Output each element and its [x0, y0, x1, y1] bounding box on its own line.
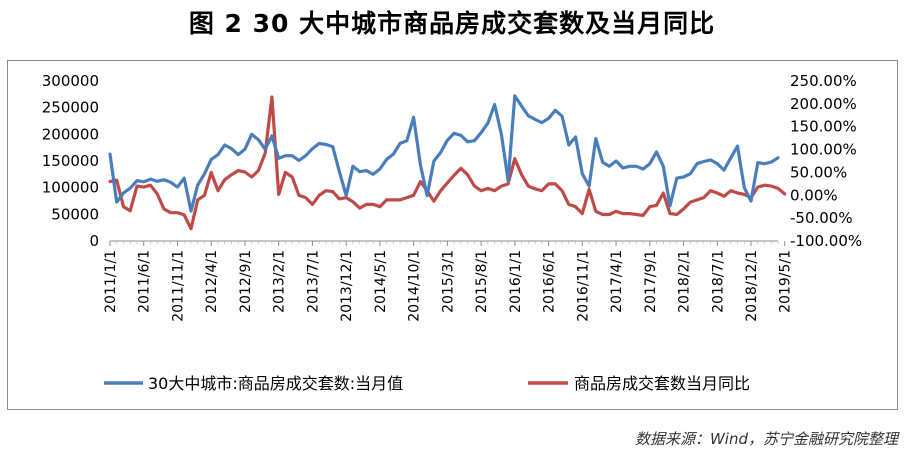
y-left-tick-label: 0 — [89, 232, 99, 250]
chart-frame — [7, 60, 898, 410]
x-tick-label: 2013/7/1 — [305, 250, 321, 313]
source-note: 数据来源：Wind，苏宁金融研究院整理 — [634, 430, 898, 448]
y-left-tick-label: 150000 — [42, 152, 99, 170]
x-tick-label: 2015/3/1 — [440, 250, 456, 313]
x-tick-label: 2017/4/1 — [609, 250, 625, 313]
y-right-tick-label: 100.00% — [790, 141, 857, 159]
y-left-tick-label: 50000 — [51, 205, 99, 223]
x-tick-label: 2013/12/1 — [339, 250, 355, 322]
x-tick-label: 2011/6/1 — [137, 250, 153, 313]
x-tick-label: 2016/6/1 — [542, 250, 558, 313]
x-tick-label: 2018/2/1 — [677, 250, 693, 313]
axes-layer: 300000 250000 200000 150000 100000 50000 0 250.… — [42, 72, 862, 322]
x-tick-label: 2015/8/1 — [474, 250, 490, 313]
x-tick-label: 2017/9/1 — [643, 250, 659, 313]
y-right-tick-label: -50.00% — [790, 209, 853, 227]
series-yoy-line — [108, 95, 787, 231]
x-tick-label: 2019/5/1 — [778, 250, 794, 313]
legend: 30大中城市:商品房成交套数:当月值 商品房成交套数当月同比 — [104, 374, 750, 393]
x-tick-label: 2018/7/1 — [710, 250, 726, 313]
x-tick-label: 2012/4/1 — [204, 250, 220, 313]
x-tick-label: 2012/9/1 — [238, 250, 254, 313]
y-left-tick-label: 300000 — [42, 72, 99, 90]
y-left-tick-label: 200000 — [42, 125, 99, 143]
y-right-tick-label: 50.00% — [790, 163, 847, 181]
y-left-tick-label: 100000 — [42, 179, 99, 197]
x-tick-label: 2011/11/1 — [170, 250, 186, 322]
x-tick-label: 2018/12/1 — [744, 250, 760, 322]
series-layer — [108, 94, 787, 231]
x-tick-label: 2014/10/1 — [407, 250, 423, 322]
x-tick-label: 2016/11/1 — [575, 250, 591, 322]
series-volume-line — [108, 94, 780, 213]
y-right-tick-label: 200.00% — [790, 95, 857, 113]
x-tick-label: 2011/1/1 — [103, 250, 119, 313]
x-tick-label: 2016/1/1 — [508, 250, 524, 313]
x-tick-label: 2014/5/1 — [373, 250, 389, 313]
x-tick-label: 2013/2/1 — [272, 250, 288, 313]
y-left-tick-label: 250000 — [42, 99, 99, 117]
figure-title: 图 2 30 大中城市商品房成交套数及当月同比 — [188, 9, 716, 38]
y-right-tick-label: 250.00% — [790, 72, 857, 90]
y-right-tick-label: 150.00% — [790, 118, 857, 136]
y-right-tick-label: -100.00% — [790, 232, 862, 250]
legend-label-volume: 30大中城市:商品房成交套数:当月值 — [148, 374, 403, 393]
legend-label-yoy: 商品房成交套数当月同比 — [574, 374, 750, 393]
y-right-tick-label: 0.00% — [790, 186, 838, 204]
